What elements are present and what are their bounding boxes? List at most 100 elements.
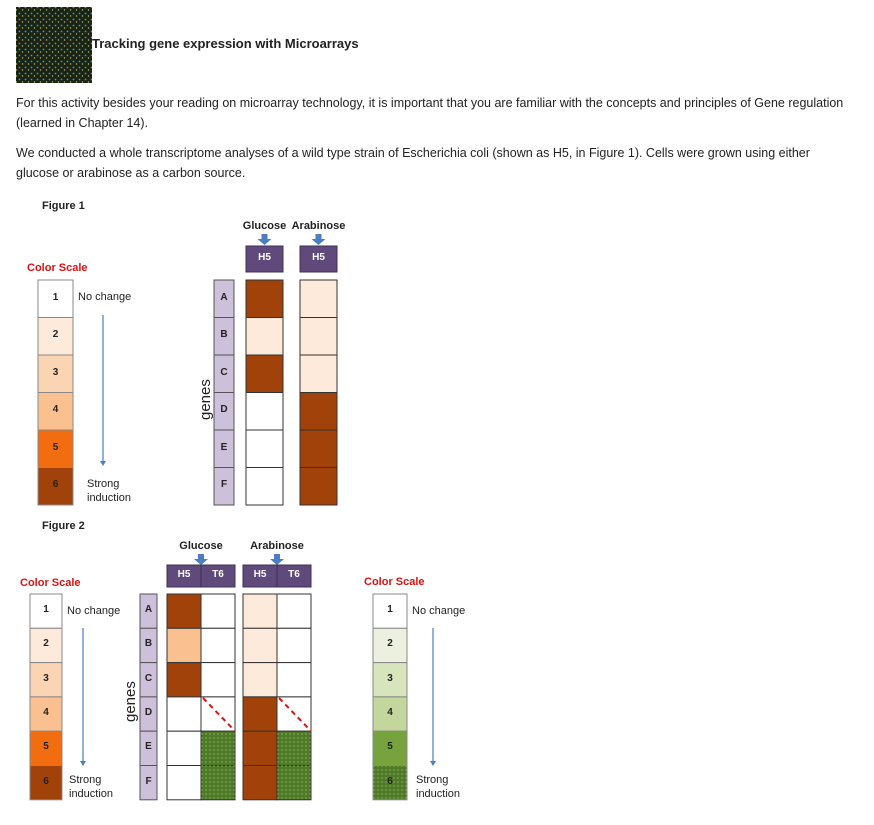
strain-header <box>245 245 284 273</box>
expression-cell <box>242 765 278 801</box>
scale-top-label: No change <box>412 605 466 617</box>
strain-header <box>200 564 236 588</box>
scale-level: 6 <box>52 479 59 491</box>
expression-cell <box>166 765 202 801</box>
scale-level: 2 <box>43 638 49 650</box>
figure-label: Figure 1 <box>42 200 85 212</box>
arrow-head <box>100 461 106 466</box>
arrow <box>257 234 272 245</box>
color-scale-title: Color Scale <box>364 576 425 588</box>
arrow-head <box>430 761 436 766</box>
overlays <box>201 697 407 800</box>
scale-box <box>372 627 408 664</box>
figure-label: Figure 2 <box>42 520 85 532</box>
gene-box <box>139 765 158 801</box>
expression-cell <box>200 662 236 698</box>
expression-cell <box>245 392 284 431</box>
strain-label: H5 <box>177 569 191 580</box>
scale-level: 2 <box>52 329 59 341</box>
scale-box <box>372 696 408 732</box>
arrow <box>311 234 326 245</box>
scale-level: 1 <box>43 604 49 616</box>
gene-label: E <box>220 441 228 453</box>
condition-label: Arabinose <box>250 540 304 552</box>
expression-cell <box>242 662 278 698</box>
expression-cell <box>299 279 338 318</box>
scale-box <box>37 354 74 393</box>
scale-box <box>29 765 63 801</box>
condition-label: Glucose <box>179 540 223 552</box>
scale-level: 3 <box>387 672 393 684</box>
gene-label: A <box>144 604 153 616</box>
strain-label: H5 <box>258 252 271 263</box>
expression-cell <box>299 317 338 356</box>
gene-label: B <box>220 329 228 341</box>
expression-cell <box>276 593 312 629</box>
expression-cell <box>200 593 236 629</box>
scale-box <box>29 627 63 664</box>
expression-cell <box>242 730 278 767</box>
scale-level: 1 <box>52 291 59 303</box>
scale-level: 6 <box>43 775 49 787</box>
strain-label: H5 <box>253 569 267 580</box>
gene-label: A <box>220 291 228 303</box>
scale-bottom-label: Strong induction <box>87 478 132 504</box>
paragraph: For this activity besides your reading o… <box>16 96 844 130</box>
scale-level: 5 <box>387 741 393 753</box>
gene-label: C <box>144 672 153 684</box>
scale-level: 6 <box>387 775 393 787</box>
scale-box <box>37 317 74 356</box>
gene-label: F <box>220 479 228 491</box>
expression-cell <box>242 627 278 664</box>
gene-label: E <box>145 741 152 753</box>
scale-box <box>29 696 63 732</box>
expression-cell <box>299 429 338 468</box>
expression-cell <box>245 467 284 506</box>
expression-cell <box>245 317 284 356</box>
arrow <box>194 554 208 565</box>
scale-box <box>29 593 63 629</box>
scale-level: 3 <box>52 366 59 378</box>
scale-top-label: No change <box>67 605 121 617</box>
scale-level: 3 <box>43 672 49 684</box>
gene-box <box>213 467 235 506</box>
gene-label: D <box>220 404 228 416</box>
strain-label: T6 <box>212 569 224 580</box>
expression-cell <box>166 662 202 698</box>
scale-box <box>37 467 74 506</box>
scale-level: 5 <box>52 441 59 453</box>
expression-cell <box>299 467 338 506</box>
scale-box <box>37 279 74 318</box>
axis-label: genes <box>197 379 214 420</box>
expression-cell <box>166 696 202 732</box>
scale-bottom-label: Strong induction <box>69 774 114 800</box>
expression-cell <box>166 593 202 629</box>
expression-cell <box>242 696 278 732</box>
scale-level: 4 <box>43 707 49 719</box>
strain-label: H5 <box>312 252 325 263</box>
color-scale-title: Color Scale <box>20 577 81 589</box>
scale-level: 2 <box>387 638 393 650</box>
scale-box <box>29 730 63 767</box>
scale-level: 4 <box>387 707 393 719</box>
gene-label: D <box>144 707 153 719</box>
condition-label: Glucose <box>242 220 287 232</box>
scale-box <box>372 662 408 698</box>
color-scale-title: Color Scale <box>27 262 88 274</box>
condition-label: Arabinose <box>291 220 346 232</box>
expression-cell <box>276 662 312 698</box>
gene-label: F <box>145 775 152 787</box>
expression-cell <box>166 627 202 664</box>
scale-level: 4 <box>52 404 59 416</box>
expression-cell <box>245 429 284 468</box>
expression-cell <box>276 627 312 664</box>
gene-label: C <box>220 366 228 378</box>
scale-bottom-label: Strong induction <box>416 774 461 800</box>
arrow <box>270 554 284 565</box>
expression-cell <box>299 392 338 431</box>
expression-cell <box>242 593 278 629</box>
expression-cell <box>245 279 284 318</box>
expression-cell <box>299 354 338 393</box>
